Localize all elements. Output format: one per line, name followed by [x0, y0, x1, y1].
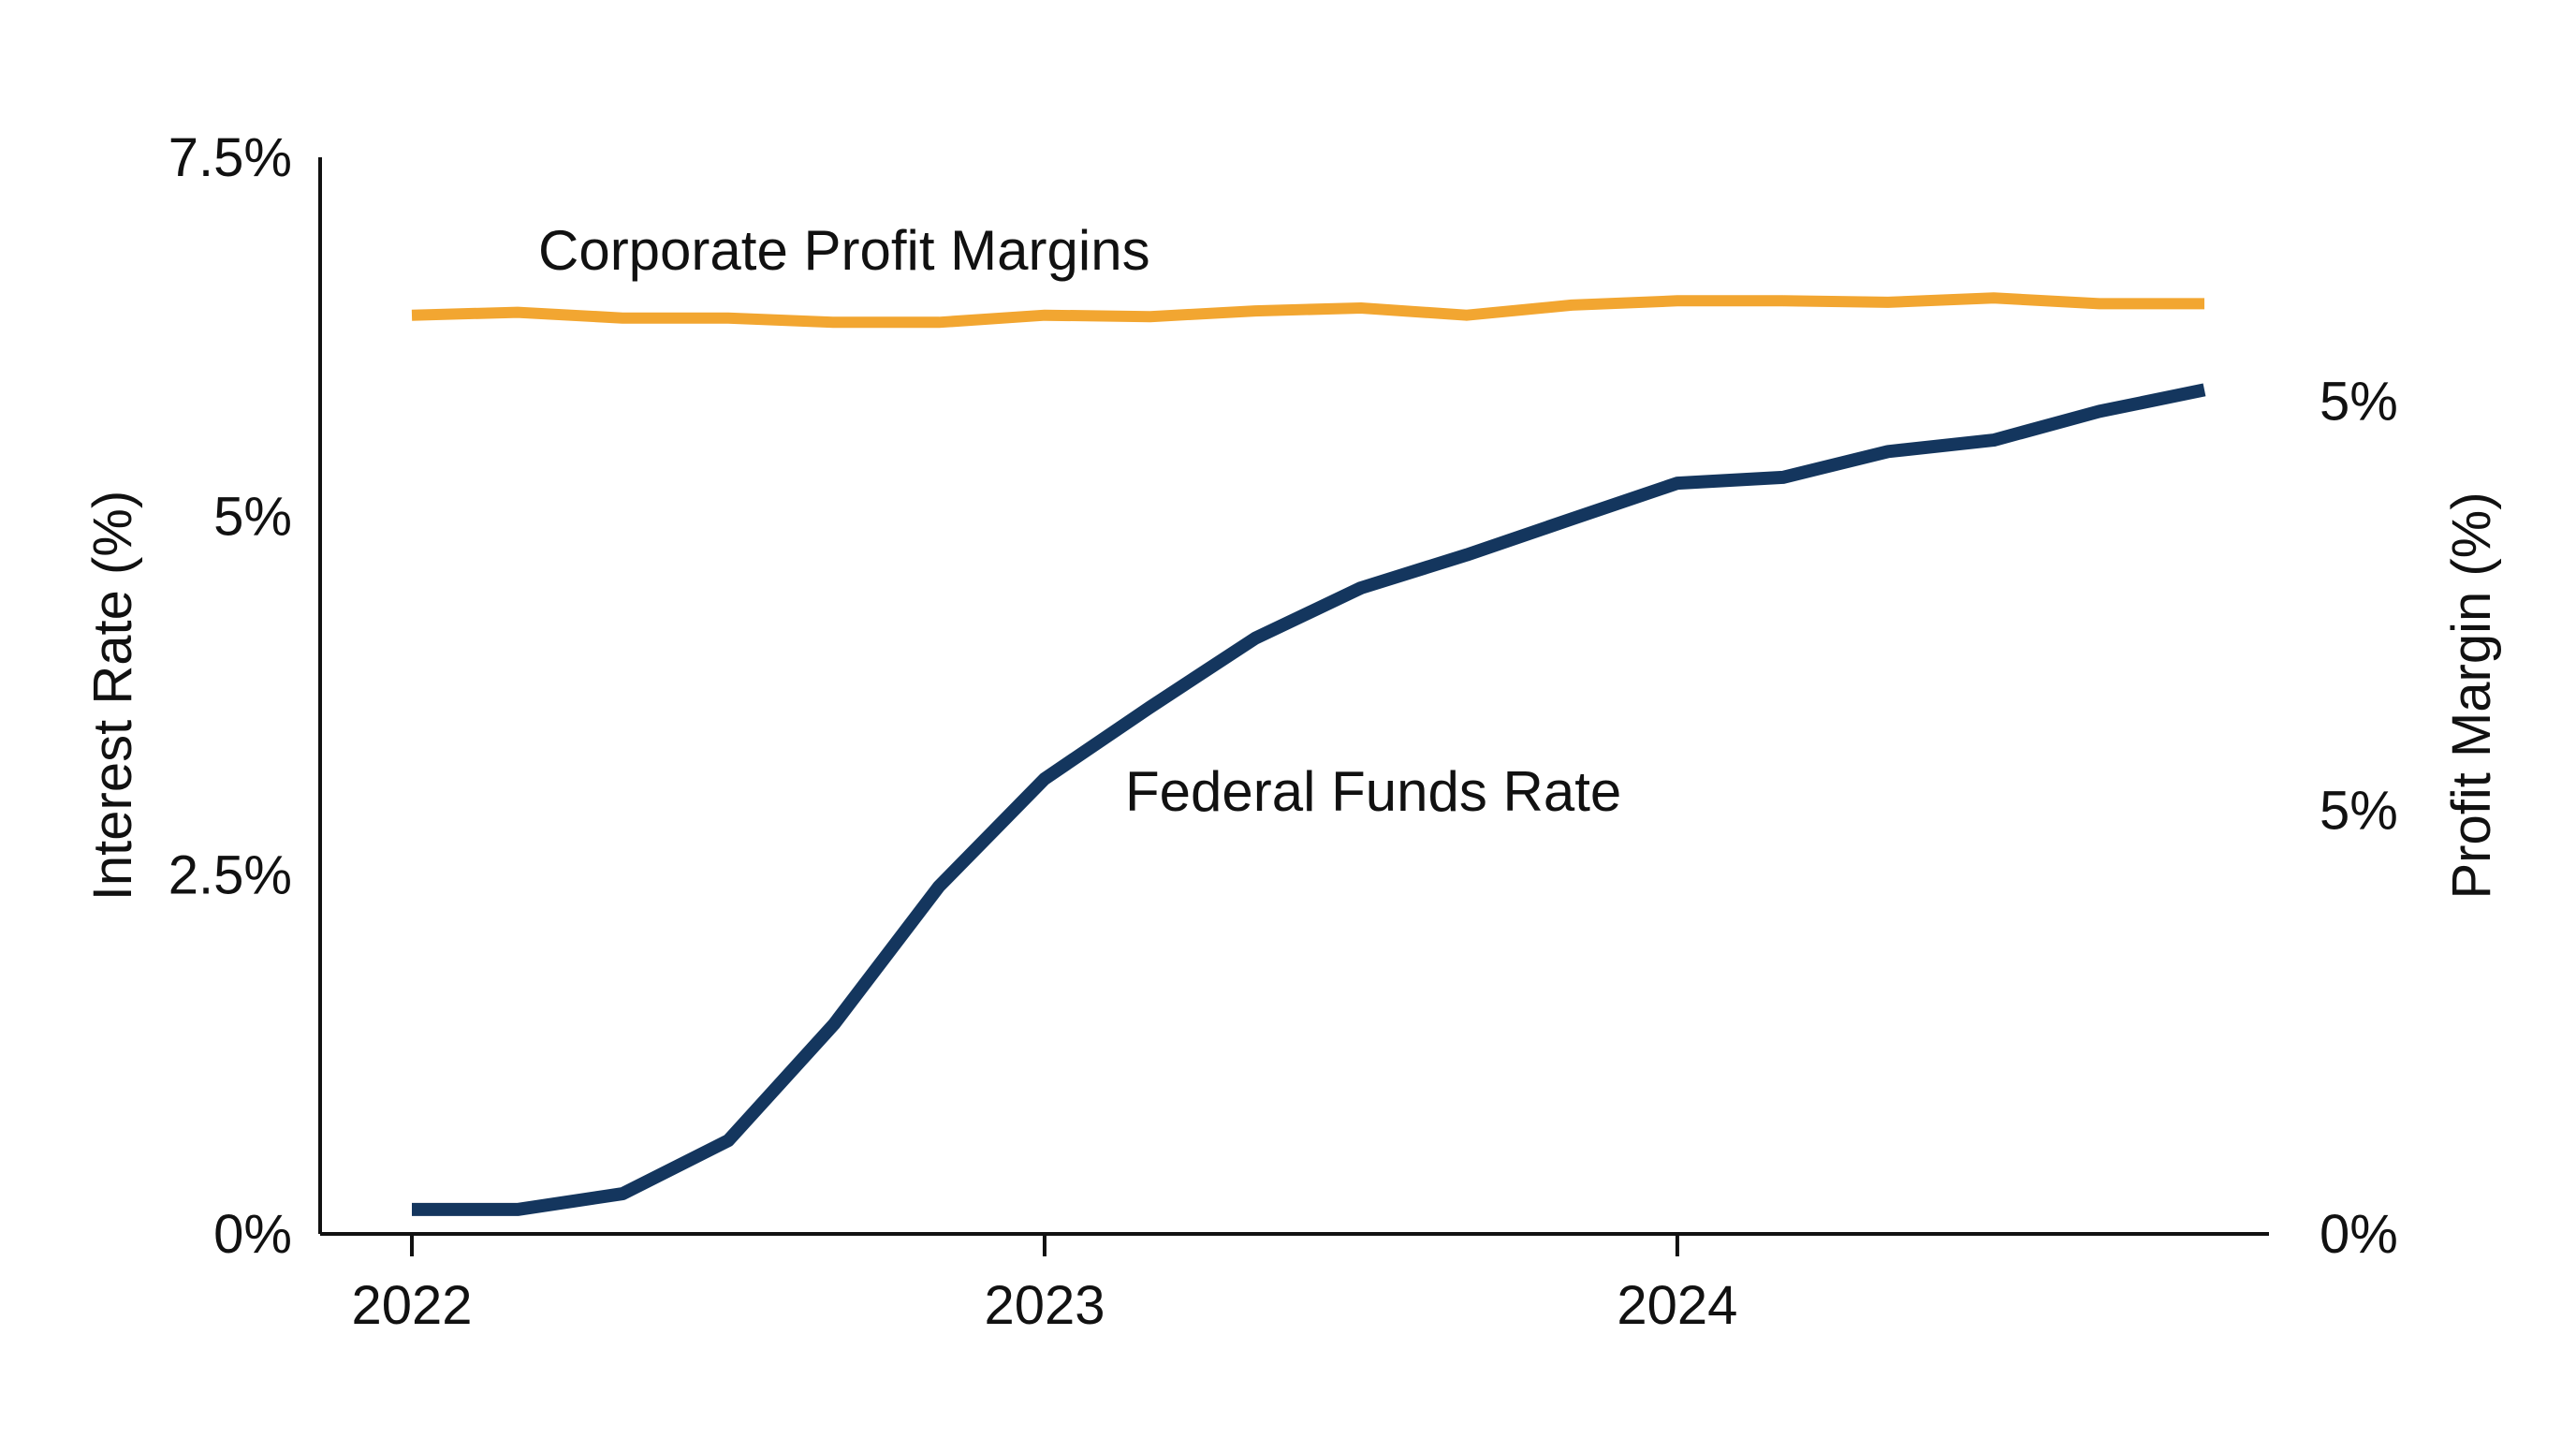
x-tick-label: 2022 — [351, 1275, 472, 1336]
series-label-profit-margins: Corporate Profit Margins — [538, 219, 1150, 282]
y-tick-label-right: 0% — [2320, 1204, 2398, 1265]
label-layer: 0% 2.5% 5% 7.5% 0% 5% 5% 2022 2023 2024 Interest R… — [82, 127, 2502, 1336]
y-tick-label-left: 2.5% — [168, 845, 292, 906]
series-label-federal-funds-rate: Federal Funds Rate — [1125, 760, 1621, 823]
left-axis-title: Interest Rate (%) — [82, 491, 143, 901]
y-tick-label-left: 5% — [213, 486, 292, 547]
y-tick-label-right: 5% — [2320, 781, 2398, 842]
series-layer — [411, 292, 2206, 1216]
y-tick-label-left: 0% — [213, 1204, 292, 1265]
x-tick-label: 2023 — [984, 1275, 1105, 1336]
x-tick-label: 2024 — [1617, 1275, 1737, 1336]
axes-layer — [318, 157, 2269, 1256]
y-tick-label-left: 7.5% — [168, 127, 292, 188]
series-line-federal-funds-rate — [412, 383, 2206, 1216]
right-axis-title: Profit Margin (%) — [2441, 492, 2502, 899]
y-tick-label-right: 5% — [2320, 372, 2398, 433]
series-line-profit-margins — [411, 292, 2204, 329]
